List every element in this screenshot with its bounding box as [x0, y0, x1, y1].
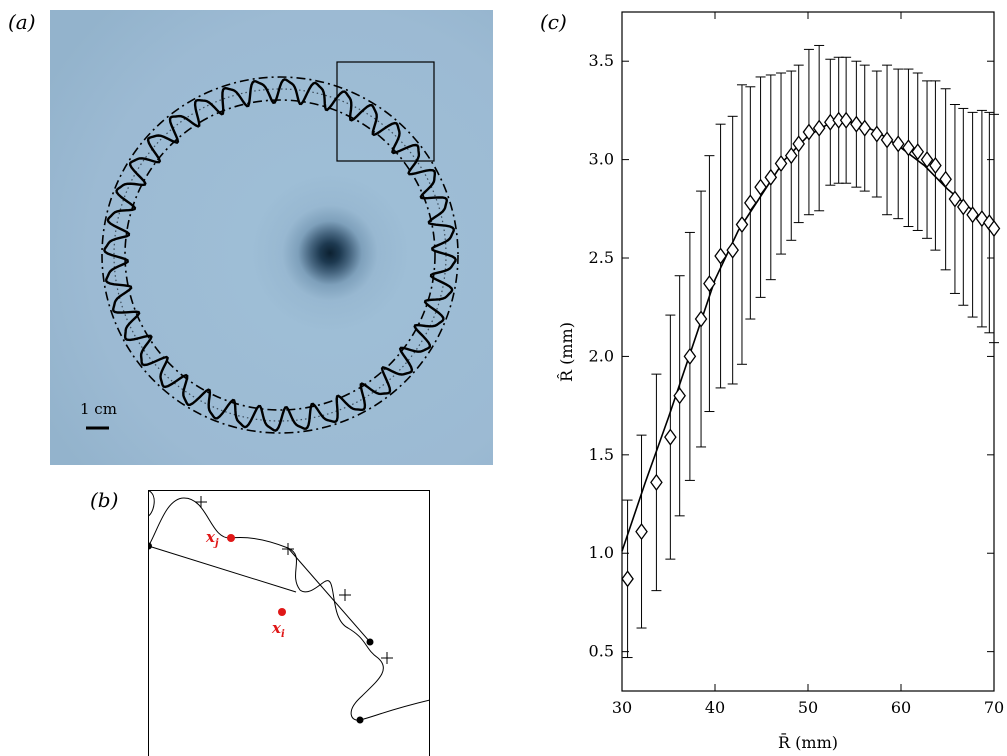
- data-point-diamond: [858, 119, 872, 137]
- y-tick-label: 1.0: [589, 543, 614, 562]
- data-point-diamond: [902, 139, 915, 157]
- data-point-diamond: [966, 206, 979, 224]
- endpoint-dot: [148, 542, 152, 550]
- x-axis-label: R̄ (mm): [778, 731, 838, 752]
- data-point-diamond: [987, 219, 1001, 238]
- data-point-diamond: [839, 111, 853, 129]
- plus-marker: [282, 543, 294, 555]
- plot-frame: [621, 11, 995, 692]
- data-point-diamond: [703, 275, 716, 293]
- data-point-diamond: [774, 154, 788, 173]
- chord-line-1: [148, 545, 297, 593]
- data-point-diamond: [694, 310, 708, 328]
- x-tick-label: 30: [612, 698, 632, 717]
- data-point-diamond: [650, 473, 663, 491]
- ring-edge-curve: [148, 490, 430, 721]
- inner-dashdot-circle: [124, 99, 436, 411]
- data-point-diamond: [957, 198, 970, 216]
- data-point-diamond: [784, 147, 798, 165]
- point-xi-label: xi: [271, 619, 285, 640]
- data-point-diamond: [635, 522, 648, 541]
- data-point-diamond: [621, 570, 634, 588]
- plus-markers: [195, 496, 393, 664]
- panel-a-label: (a): [8, 10, 36, 34]
- data-point-diamond: [683, 347, 697, 366]
- outer-dashdot-circle: [101, 76, 459, 434]
- panel-b-label: (b): [90, 488, 119, 512]
- data-point-diamond: [802, 123, 816, 141]
- data-point-diamond: [911, 143, 925, 161]
- scale-bar-label: 1 cm: [80, 400, 117, 418]
- data-point-diamond: [792, 135, 806, 153]
- data-point-diamond: [735, 215, 749, 234]
- ring-photograph: 1 cm: [50, 10, 493, 465]
- endpoint-dot: [356, 716, 364, 724]
- plus-marker: [195, 496, 207, 508]
- panel-c-label: (c): [540, 10, 567, 34]
- data-point-diamond: [764, 168, 778, 186]
- x-tick-label: 40: [705, 698, 725, 717]
- data-point-diamond: [929, 156, 942, 175]
- schematic-diagram: xj xi: [148, 490, 430, 756]
- plus-marker: [381, 652, 393, 664]
- ring-overlay: [86, 61, 459, 434]
- x-tick-label: 50: [798, 698, 818, 717]
- y-tick-label: 0.5: [589, 642, 614, 661]
- data-point-diamond: [880, 131, 894, 149]
- data-point-diamond: [714, 247, 727, 265]
- y-tick-label: 1.5: [589, 445, 614, 464]
- schematic-frame: [148, 490, 430, 756]
- endpoint-dot: [366, 638, 374, 646]
- y-tick-label: 3.0: [589, 150, 614, 169]
- data-point-diamond: [664, 428, 677, 446]
- data-point-diamond: [744, 194, 757, 212]
- chord-line-2: [287, 547, 371, 643]
- y-tick-label: 2.0: [589, 346, 614, 365]
- data-point-diamond: [939, 170, 952, 188]
- data-point-diamond: [948, 190, 962, 208]
- y-tick-label: 2.5: [589, 248, 614, 267]
- chart-marks: 0.5 1.0 1.5 2.0 2.5 3.0 3.5 30 40 50 60 70: [589, 12, 1004, 717]
- point-xj-label: xj: [205, 528, 219, 549]
- data-point-diamond: [754, 178, 767, 196]
- data-point-diamond: [870, 125, 884, 143]
- x-tick-label: 70: [984, 698, 1004, 717]
- data-point-diamond: [812, 119, 826, 137]
- x-tick-label: 60: [891, 698, 911, 717]
- data-point-diamond: [891, 135, 905, 153]
- y-tick-label: 3.5: [589, 51, 614, 70]
- fit-curve: [621, 121, 995, 552]
- y-axis-label: R̂ (mm): [557, 322, 576, 382]
- data-point-diamond: [920, 151, 934, 169]
- point-xj-marker: [227, 534, 235, 542]
- data-point-diamond: [673, 387, 686, 405]
- plus-marker: [339, 589, 351, 601]
- wavy-ring-edge: [103, 78, 457, 432]
- data-point-diamond: [726, 241, 739, 259]
- point-xi-marker: [278, 608, 286, 616]
- inset-rectangle: [336, 61, 435, 162]
- data-point-diamond: [850, 115, 863, 133]
